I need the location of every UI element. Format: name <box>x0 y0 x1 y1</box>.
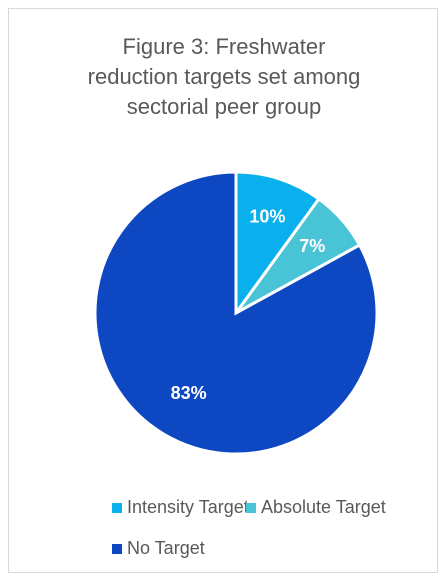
data-label-no-target: 83% <box>171 383 207 403</box>
chart-title: Figure 3: Freshwater reduction targets s… <box>0 32 448 122</box>
chart-title-line-3: sectorial peer group <box>126 94 322 119</box>
chart-title-line-1: Figure 3: Freshwater <box>122 34 326 59</box>
data-label-intensity-target: 10% <box>249 206 285 226</box>
pie-slice-intensity-target <box>234 170 321 318</box>
data-label-absolute-target: 7% <box>299 236 325 256</box>
chart-title-line-2: reduction targets set among <box>87 64 361 89</box>
pie-slice-no-target <box>93 170 379 456</box>
